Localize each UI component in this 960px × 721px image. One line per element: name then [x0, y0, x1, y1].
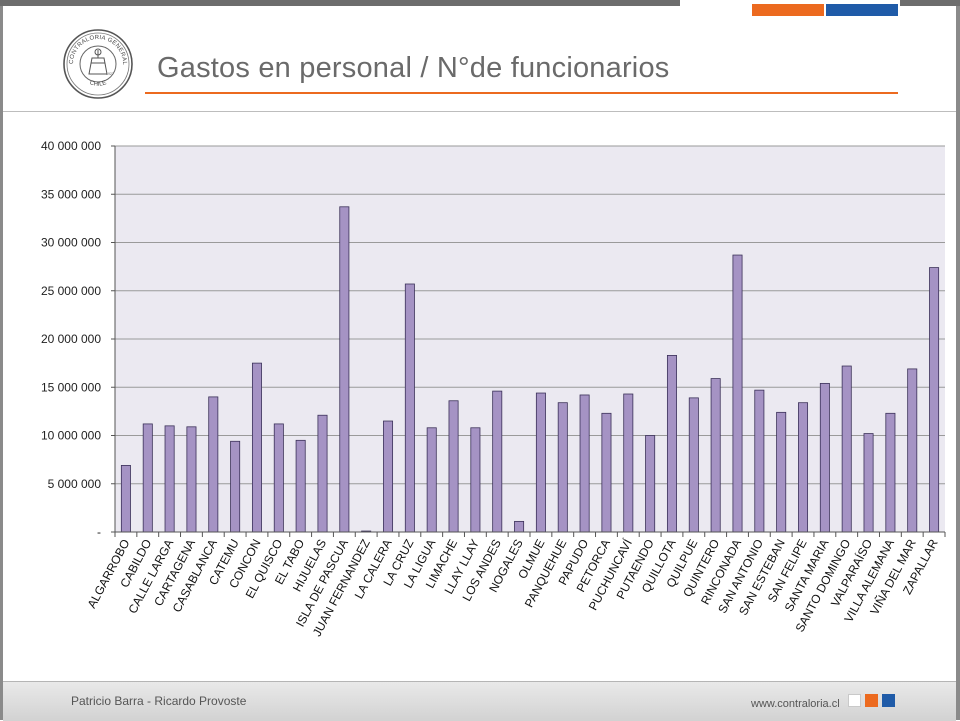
- footer-authors: Patricio Barra - Ricardo Provoste: [71, 694, 247, 708]
- bar-chart: - 5 000 000 10 000 000 15 000 000 20 000 000…: [41, 139, 946, 639]
- bar: [383, 420, 394, 533]
- bar: [208, 396, 219, 533]
- bar: [732, 254, 743, 533]
- chart-panel: - 5 000 000 10 000 000 15 000 000 20 000 000…: [3, 111, 956, 682]
- bar: [186, 426, 197, 533]
- bar: [273, 423, 284, 533]
- y-tick-label: 30 000 000: [41, 236, 101, 250]
- bar: [317, 414, 328, 533]
- bars: [120, 206, 940, 533]
- bar: [142, 423, 153, 533]
- accent-bar-blue: [826, 4, 898, 16]
- title-rule: [145, 92, 898, 94]
- top-bar: [0, 0, 960, 6]
- footer-bar: Patricio Barra - Ricardo Provoste www.co…: [3, 681, 956, 721]
- bar: [535, 392, 546, 533]
- y-tick-label: 40 000 000: [41, 139, 101, 153]
- y-tick-label: 10 000 000: [41, 429, 101, 443]
- bar: [754, 389, 765, 533]
- footer-square-blue: [882, 694, 895, 707]
- y-tick-label: 5 000 000: [48, 477, 102, 491]
- bar: [470, 427, 481, 533]
- contraloria-seal-logo: CONTRALORIA GENERAL DE LA REPUBLICA CHIL…: [60, 24, 134, 100]
- bar: [164, 425, 175, 533]
- frame-right: [956, 6, 960, 720]
- y-tick-label: 25 000 000: [41, 284, 101, 298]
- seal-graphic: CONTRALORIA GENERAL DE LA REPUBLICA CHIL…: [60, 24, 133, 99]
- bar: [929, 267, 940, 533]
- footer-square-white: [848, 694, 861, 707]
- header-tab-gap: [680, 0, 900, 6]
- bar: [404, 283, 415, 533]
- bar: [863, 433, 874, 533]
- bar: [579, 394, 590, 533]
- seal-year: 1927: [106, 72, 114, 76]
- bar: [776, 411, 787, 533]
- bar: [514, 520, 525, 533]
- bar: [645, 435, 656, 533]
- bar: [841, 365, 852, 533]
- bar: [623, 393, 634, 533]
- bar: [798, 402, 809, 533]
- bar: [666, 355, 677, 533]
- y-tick-label: 35 000 000: [41, 187, 101, 201]
- bar: [426, 427, 437, 533]
- page-title: Gastos en personal / N°de funcionarios: [157, 52, 670, 84]
- bar: [557, 402, 568, 533]
- bar: [601, 412, 612, 533]
- bar: [885, 412, 896, 533]
- seal-bottom-text: CHILE: [89, 80, 108, 88]
- y-tick-label: 15 000 000: [41, 380, 101, 394]
- bar: [120, 465, 131, 533]
- bar: [251, 362, 262, 533]
- footer-url[interactable]: www.contraloria.cl: [751, 698, 840, 710]
- bar: [295, 439, 306, 533]
- accent-bar-orange: [752, 4, 824, 16]
- bar: [230, 440, 241, 533]
- bar: [907, 368, 918, 533]
- bar: [710, 378, 721, 533]
- frame-left: [0, 6, 3, 720]
- bar: [448, 400, 459, 533]
- footer-square-orange: [865, 694, 878, 707]
- y-tick-label: 20 000 000: [41, 332, 101, 346]
- y-axis-ticks: - 5 000 000 10 000 000 15 000 000 20 000 000…: [41, 139, 115, 539]
- bar: [688, 397, 699, 533]
- seal-figure-icon: [88, 48, 108, 75]
- bar: [492, 390, 503, 533]
- y-tick-label: -: [97, 525, 101, 539]
- svg-text:CHILE: CHILE: [89, 80, 108, 88]
- bar: [819, 382, 830, 533]
- bar: [339, 206, 350, 533]
